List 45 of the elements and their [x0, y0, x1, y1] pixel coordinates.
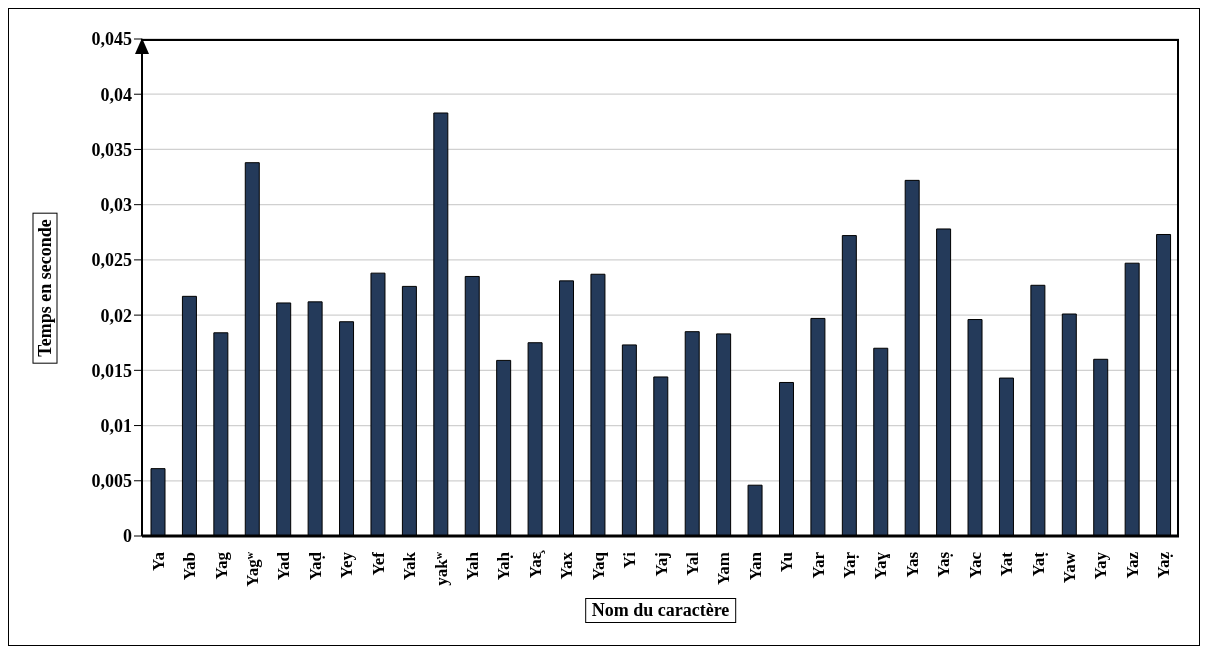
x-tick-label: Yaḍ	[305, 551, 325, 581]
y-tick-label: 0,045	[91, 29, 132, 50]
y-tick-label: 0,03	[100, 195, 132, 216]
y-tick-label: 0,04	[100, 84, 132, 105]
x-axis-title: Nom du caractère	[584, 598, 737, 623]
y-tick-label: 0,005	[91, 471, 132, 492]
x-tick-label: Ya	[148, 551, 168, 571]
y-tick-label: 0,02	[100, 305, 132, 326]
x-tick-label: Yat	[997, 551, 1017, 577]
x-tick-label: Yey	[337, 551, 357, 579]
x-tick-label: Yi	[620, 551, 640, 569]
x-tick-label: Yef	[368, 551, 388, 576]
y-tick-label: 0,015	[91, 360, 132, 381]
x-tick-label: Yaṣ	[934, 551, 954, 578]
x-tick-label: Yag	[211, 551, 231, 580]
x-tick-label: yakʷ	[431, 551, 451, 586]
x-tick-label: Yu	[777, 552, 797, 573]
x-tick-label: Yagʷ	[242, 551, 262, 587]
y-tick-label: 0,035	[91, 139, 132, 160]
y-tick-label: 0,025	[91, 250, 132, 271]
x-tick-label: Yaṛ	[840, 551, 860, 579]
y-tick-label: 0,01	[100, 415, 132, 436]
x-tick-label: Yaz	[1122, 551, 1142, 579]
x-tick-label: Yaw	[1060, 551, 1080, 584]
x-tick-label: Yar	[808, 551, 828, 579]
x-tick-label: Yax	[557, 551, 577, 580]
x-tick-label: Yah	[462, 551, 482, 581]
x-tick-label: Yaẓ	[1154, 551, 1174, 579]
x-tick-label: Yas	[902, 551, 922, 578]
y-tick-label: 0	[123, 526, 132, 547]
x-tick-label: Yaḥ	[494, 551, 514, 581]
x-tick-label: Yan	[745, 551, 765, 581]
x-tick-label: Yac	[965, 551, 985, 579]
x-tick-label: Yad	[274, 551, 294, 581]
y-axis-title: Temps en seconde	[32, 211, 58, 364]
x-tick-label: Yaɣ	[871, 551, 891, 580]
x-tick-label: Yab	[180, 552, 200, 581]
x-tick-label: Yam	[714, 552, 734, 586]
x-tick-label: Yal	[682, 551, 702, 576]
x-tick-label: Yak	[400, 551, 420, 581]
x-tick-label: Yaq	[588, 551, 608, 581]
x-tick-label: Yaɛ̧	[525, 550, 545, 579]
x-tick-label: Yay	[1091, 551, 1111, 580]
x-tick-label: Yaṭ	[1028, 551, 1048, 577]
x-tick-label: Yaj	[651, 552, 671, 577]
